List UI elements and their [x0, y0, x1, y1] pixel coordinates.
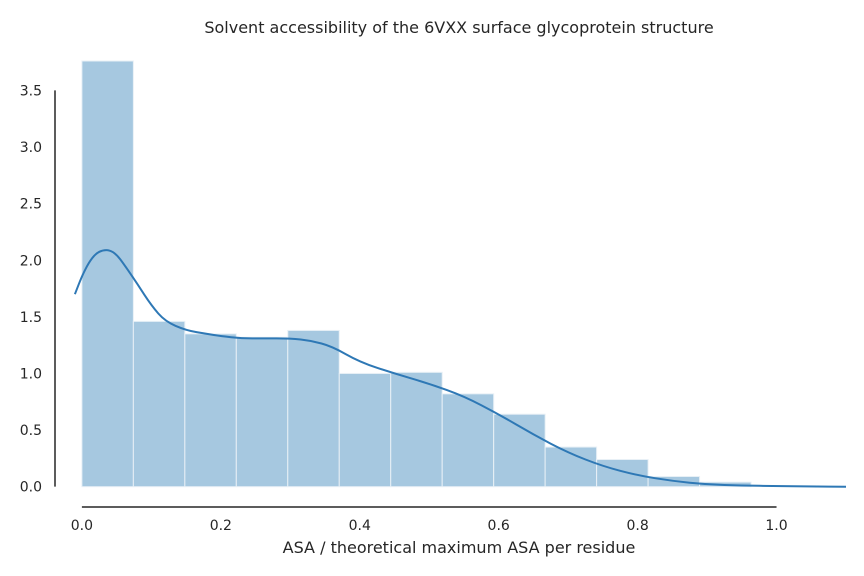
histogram-bar — [596, 459, 649, 488]
histogram-bar — [338, 372, 392, 488]
y-tick-label: 1.5 — [20, 310, 42, 326]
y-tick-label: 3.5 — [20, 83, 42, 99]
x-tick-label: 0.6 — [488, 518, 510, 534]
y-tick-label: 2.5 — [20, 197, 42, 213]
histogram-bar — [287, 329, 340, 488]
x-axis-label: ASA / theoretical maximum ASA per residu… — [283, 538, 636, 557]
y-tick-label: 2.0 — [20, 253, 42, 269]
y-tick-label: 0.0 — [20, 480, 42, 496]
x-tick-label: 0.8 — [626, 518, 648, 534]
histogram-bar — [235, 336, 289, 488]
histogram-bar — [493, 413, 546, 488]
histogram-bar — [81, 60, 134, 488]
x-tick-label: 0.4 — [349, 518, 371, 534]
histogram-bar — [184, 333, 237, 488]
y-tick-label: 1.0 — [20, 366, 42, 382]
y-tick-labels: 0.0 0.5 1.0 1.5 2.0 2.5 3.0 3.5 — [20, 83, 42, 495]
y-tick-label: 0.5 — [20, 423, 42, 439]
x-tick-labels: 0.0 0.2 0.4 0.6 0.8 1.0 — [71, 518, 788, 534]
x-tick-label: 0.0 — [71, 518, 93, 534]
x-tick-label: 1.0 — [765, 518, 787, 534]
histogram-bar — [132, 320, 186, 488]
kde-curve — [73, 249, 847, 488]
chart-title: Solvent accessibility of the 6VXX surfac… — [204, 18, 713, 37]
x-tick-label: 0.2 — [210, 518, 232, 534]
y-tick-label: 3.0 — [20, 140, 42, 156]
histogram-bar — [441, 393, 495, 488]
histogram-bar — [390, 371, 443, 488]
histogram-bars — [81, 60, 752, 488]
